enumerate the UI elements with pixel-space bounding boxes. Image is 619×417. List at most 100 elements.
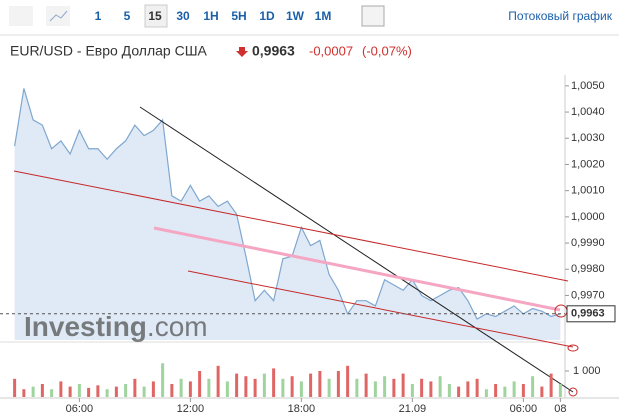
volume-bar: [521, 384, 525, 397]
channel-top: [13, 170, 569, 282]
volume-bar: [392, 378, 396, 397]
channel-bottom: [187, 270, 574, 348]
volume-bar: [355, 378, 359, 397]
channel-mid: [153, 226, 561, 312]
handle[interactable]: [567, 344, 579, 352]
watermark: Investing.com: [24, 311, 208, 342]
volume-bar: [373, 381, 377, 397]
y-tick-label: 0,9970: [571, 289, 605, 301]
volume-bar: [475, 378, 479, 397]
volume-bar: [429, 381, 433, 397]
volume-bar: [503, 386, 507, 397]
volume-bar: [466, 381, 470, 397]
change-pct: (-0,07%): [362, 43, 412, 58]
volume-bar: [558, 384, 562, 397]
volume-bar: [133, 378, 137, 397]
volume-bar: [170, 384, 174, 397]
volume-bar: [383, 376, 387, 397]
volume-bar: [198, 371, 202, 397]
indicator-icon[interactable]: [361, 5, 385, 27]
y-tick-label: 1,0020: [571, 158, 605, 170]
volume-bar: [484, 389, 488, 397]
volume-bar: [87, 387, 91, 397]
volume-bar: [512, 381, 516, 397]
volume-bar: [364, 373, 368, 397]
volume-bar: [151, 381, 155, 397]
interval-button[interactable]: 1H: [203, 9, 218, 23]
volume-bar: [410, 384, 414, 397]
volume-bar: [244, 376, 248, 397]
down-arrow: [236, 47, 248, 57]
volume-bar: [50, 389, 54, 397]
interval-button[interactable]: 1W: [286, 9, 305, 23]
y-tick-label: 0,9980: [571, 263, 605, 275]
x-tick-label: 08: [554, 403, 566, 415]
handle[interactable]: [568, 387, 578, 397]
watermark-suffix: .com: [147, 311, 208, 342]
volume-bar: [68, 386, 72, 397]
interval-button[interactable]: 1D: [259, 9, 275, 23]
last-price-label: 0,9963: [571, 308, 605, 320]
interval-button[interactable]: 1M: [315, 9, 332, 23]
interval-button[interactable]: 5: [124, 9, 131, 23]
volume-bar: [13, 378, 17, 397]
x-tick-label: 21.09: [399, 403, 427, 415]
area: [14, 88, 561, 340]
volume-bar: [207, 378, 211, 397]
volume-bar: [540, 386, 544, 397]
volume-bar: [290, 376, 294, 397]
volume-bar: [142, 386, 146, 397]
volume-bar: [318, 371, 322, 397]
volume-bar: [281, 378, 285, 397]
price-line: [14, 88, 561, 320]
volume-bar: [40, 384, 44, 397]
volume-bar: [161, 363, 165, 397]
volume-bar: [22, 389, 26, 397]
y-tick-label: 1,0010: [571, 185, 605, 197]
x-tick-label: 06:00: [66, 403, 94, 415]
volume-bar: [457, 386, 461, 397]
candle-icon[interactable]: [9, 6, 33, 26]
volume-bar: [188, 381, 192, 397]
volume-bar: [309, 373, 313, 397]
volume-bar: [114, 386, 118, 397]
last-price-tag: [566, 305, 616, 323]
volume-bar: [327, 378, 331, 397]
volume-bar: [494, 384, 498, 397]
volume-bar: [346, 365, 350, 397]
volume-bar: [105, 389, 109, 397]
pair-title: EUR/USD - Евро Доллар США: [10, 43, 208, 59]
plot: [14, 88, 561, 340]
volume-bar: [447, 384, 451, 397]
volume-bar: [179, 378, 183, 397]
y-tick-label: 1,0040: [571, 106, 605, 118]
interval-button[interactable]: 5H: [231, 9, 246, 23]
volume-bar: [77, 384, 81, 397]
volume-bar: [253, 378, 257, 397]
interval-button[interactable]: 15: [148, 9, 162, 23]
y-tick-label: 1,0050: [571, 80, 605, 92]
y-tick-label: 0,9990: [571, 237, 605, 249]
streaming-link[interactable]: Потоковый график: [508, 9, 612, 23]
selected-interval: [144, 4, 168, 28]
volume-bar: [438, 376, 442, 397]
volume-bar: [31, 386, 35, 397]
volume-bar: [96, 385, 100, 397]
x-tick-label: 18:00: [288, 403, 316, 415]
trend-line: [139, 106, 574, 393]
interval-button[interactable]: 30: [176, 9, 190, 23]
y-tick-label: 1,0030: [571, 132, 605, 144]
volume-bar: [401, 373, 405, 397]
volume-bar: [124, 384, 128, 397]
volume-bar: [531, 376, 535, 397]
change: -0,0007: [309, 43, 353, 58]
price: 0,9963: [252, 43, 295, 59]
volume-bar: [225, 381, 229, 397]
volume-bar: [262, 373, 266, 397]
line-icon-glyph: [49, 10, 68, 22]
volume-bar: [235, 373, 239, 397]
interval-button[interactable]: 1: [95, 9, 102, 23]
volume-tick-label: 1 000: [573, 365, 601, 377]
volume-bar: [59, 381, 63, 397]
